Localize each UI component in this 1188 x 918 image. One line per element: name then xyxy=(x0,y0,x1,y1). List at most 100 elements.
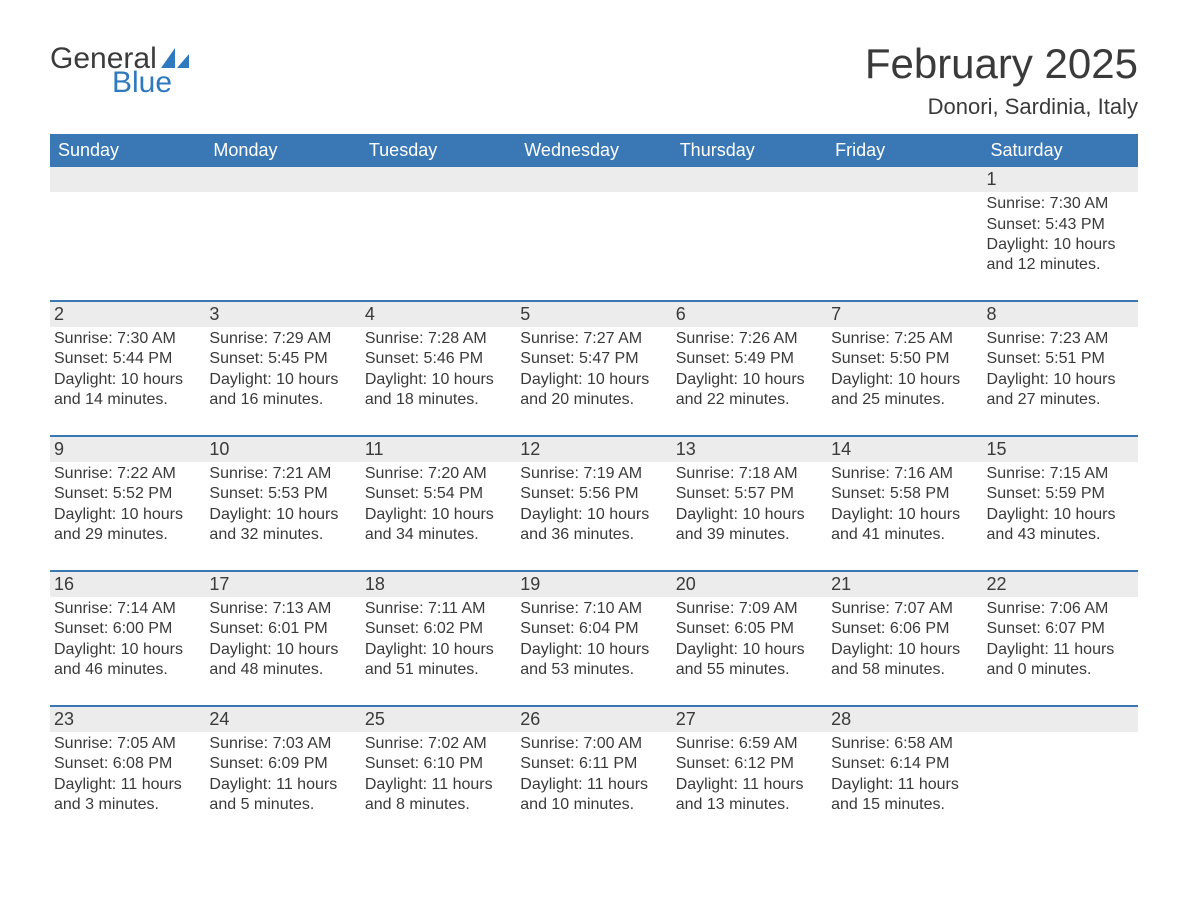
day1-text: Daylight: 10 hours xyxy=(676,505,821,525)
day-detail-cell: Sunrise: 7:16 AMSunset: 5:58 PMDaylight:… xyxy=(827,462,982,548)
day-number-cell: 16 xyxy=(50,572,205,597)
sunset-text: Sunset: 6:02 PM xyxy=(365,619,510,639)
day2-text: and 48 minutes. xyxy=(209,660,354,680)
dow-friday: Friday xyxy=(827,134,982,167)
day-number-cell: 8 xyxy=(983,302,1138,327)
sail-icon xyxy=(161,48,189,68)
sunset-text: Sunset: 6:05 PM xyxy=(676,619,821,639)
day2-text: and 43 minutes. xyxy=(987,525,1132,545)
sunrise-text: Sunrise: 7:20 AM xyxy=(365,464,510,484)
day1-text: Daylight: 11 hours xyxy=(676,775,821,795)
day-number-cell: 3 xyxy=(205,302,360,327)
day-number-cell: 17 xyxy=(205,572,360,597)
day-detail-cell: Sunrise: 7:29 AMSunset: 5:45 PMDaylight:… xyxy=(205,327,360,413)
sunrise-text: Sunrise: 7:03 AM xyxy=(209,734,354,754)
day-detail-cell: Sunrise: 7:26 AMSunset: 5:49 PMDaylight:… xyxy=(672,327,827,413)
day-number-cell: 12 xyxy=(516,437,671,462)
sunset-text: Sunset: 6:08 PM xyxy=(54,754,199,774)
sunrise-text: Sunrise: 7:25 AM xyxy=(831,329,976,349)
day-detail-cell: Sunrise: 7:06 AMSunset: 6:07 PMDaylight:… xyxy=(983,597,1138,683)
day-detail-cell: Sunrise: 7:15 AMSunset: 5:59 PMDaylight:… xyxy=(983,462,1138,548)
day1-text: Daylight: 10 hours xyxy=(520,640,665,660)
day-detail-row: Sunrise: 7:22 AMSunset: 5:52 PMDaylight:… xyxy=(50,462,1138,570)
calendar-week: 232425262728Sunrise: 7:05 AMSunset: 6:08… xyxy=(50,705,1138,840)
day1-text: Daylight: 10 hours xyxy=(209,505,354,525)
day1-text: Daylight: 10 hours xyxy=(831,370,976,390)
day2-text: and 51 minutes. xyxy=(365,660,510,680)
sunrise-text: Sunrise: 7:21 AM xyxy=(209,464,354,484)
logo: General Blue xyxy=(50,40,189,98)
day-detail-cell: Sunrise: 7:10 AMSunset: 6:04 PMDaylight:… xyxy=(516,597,671,683)
sunset-text: Sunset: 6:12 PM xyxy=(676,754,821,774)
day2-text: and 8 minutes. xyxy=(365,795,510,815)
day1-text: Daylight: 10 hours xyxy=(365,370,510,390)
day-detail-cell: Sunrise: 7:11 AMSunset: 6:02 PMDaylight:… xyxy=(361,597,516,683)
calendar-week: 16171819202122Sunrise: 7:14 AMSunset: 6:… xyxy=(50,570,1138,705)
sunrise-text: Sunrise: 7:09 AM xyxy=(676,599,821,619)
sunrise-text: Sunrise: 7:14 AM xyxy=(54,599,199,619)
sunrise-text: Sunrise: 7:29 AM xyxy=(209,329,354,349)
day2-text: and 55 minutes. xyxy=(676,660,821,680)
day-number-row: 16171819202122 xyxy=(50,572,1138,597)
month-title: February 2025 xyxy=(865,40,1138,88)
sunrise-text: Sunrise: 7:15 AM xyxy=(987,464,1132,484)
day-detail-cell xyxy=(361,192,516,278)
day-detail-cell: Sunrise: 7:20 AMSunset: 5:54 PMDaylight:… xyxy=(361,462,516,548)
day1-text: Daylight: 10 hours xyxy=(520,370,665,390)
day-number-cell: 20 xyxy=(672,572,827,597)
day-number-cell xyxy=(983,707,1138,732)
day-number-cell: 11 xyxy=(361,437,516,462)
sunset-text: Sunset: 6:00 PM xyxy=(54,619,199,639)
sunrise-text: Sunrise: 6:59 AM xyxy=(676,734,821,754)
sunset-text: Sunset: 6:01 PM xyxy=(209,619,354,639)
day2-text: and 53 minutes. xyxy=(520,660,665,680)
day2-text: and 13 minutes. xyxy=(676,795,821,815)
sunrise-text: Sunrise: 7:28 AM xyxy=(365,329,510,349)
sunset-text: Sunset: 5:50 PM xyxy=(831,349,976,369)
day-detail-cell xyxy=(983,732,1138,818)
day-detail-cell: Sunrise: 7:30 AMSunset: 5:44 PMDaylight:… xyxy=(50,327,205,413)
dow-saturday: Saturday xyxy=(983,134,1138,167)
day-number-cell: 13 xyxy=(672,437,827,462)
calendar: Sunday Monday Tuesday Wednesday Thursday… xyxy=(50,134,1138,840)
day2-text: and 25 minutes. xyxy=(831,390,976,410)
dow-wednesday: Wednesday xyxy=(516,134,671,167)
day-number-row: 1 xyxy=(50,167,1138,192)
sunset-text: Sunset: 5:47 PM xyxy=(520,349,665,369)
day2-text: and 16 minutes. xyxy=(209,390,354,410)
day2-text: and 27 minutes. xyxy=(987,390,1132,410)
day2-text: and 20 minutes. xyxy=(520,390,665,410)
sunrise-text: Sunrise: 7:10 AM xyxy=(520,599,665,619)
day-number-cell: 4 xyxy=(361,302,516,327)
day-number-cell: 22 xyxy=(983,572,1138,597)
sunset-text: Sunset: 5:45 PM xyxy=(209,349,354,369)
day-detail-cell xyxy=(516,192,671,278)
day2-text: and 12 minutes. xyxy=(987,255,1132,275)
day-detail-cell: Sunrise: 7:30 AMSunset: 5:43 PMDaylight:… xyxy=(983,192,1138,278)
day2-text: and 58 minutes. xyxy=(831,660,976,680)
location-label: Donori, Sardinia, Italy xyxy=(865,94,1138,120)
sunset-text: Sunset: 6:09 PM xyxy=(209,754,354,774)
day-detail-cell: Sunrise: 7:18 AMSunset: 5:57 PMDaylight:… xyxy=(672,462,827,548)
day1-text: Daylight: 10 hours xyxy=(676,370,821,390)
day-number-cell xyxy=(50,167,205,192)
day-detail-cell: Sunrise: 7:07 AMSunset: 6:06 PMDaylight:… xyxy=(827,597,982,683)
day1-text: Daylight: 10 hours xyxy=(54,370,199,390)
day1-text: Daylight: 10 hours xyxy=(209,370,354,390)
day-detail-row: Sunrise: 7:30 AMSunset: 5:43 PMDaylight:… xyxy=(50,192,1138,300)
sunrise-text: Sunrise: 7:06 AM xyxy=(987,599,1132,619)
day1-text: Daylight: 10 hours xyxy=(831,640,976,660)
day-number-cell: 28 xyxy=(827,707,982,732)
sunrise-text: Sunrise: 7:22 AM xyxy=(54,464,199,484)
day1-text: Daylight: 11 hours xyxy=(520,775,665,795)
day2-text: and 10 minutes. xyxy=(520,795,665,815)
day-number-cell: 26 xyxy=(516,707,671,732)
day-number-cell: 5 xyxy=(516,302,671,327)
header: General Blue February 2025 Donori, Sardi… xyxy=(50,40,1138,120)
sunset-text: Sunset: 5:44 PM xyxy=(54,349,199,369)
day-detail-cell: Sunrise: 7:22 AMSunset: 5:52 PMDaylight:… xyxy=(50,462,205,548)
day-number-cell xyxy=(827,167,982,192)
sunset-text: Sunset: 5:59 PM xyxy=(987,484,1132,504)
sunset-text: Sunset: 5:43 PM xyxy=(987,215,1132,235)
sunset-text: Sunset: 6:06 PM xyxy=(831,619,976,639)
